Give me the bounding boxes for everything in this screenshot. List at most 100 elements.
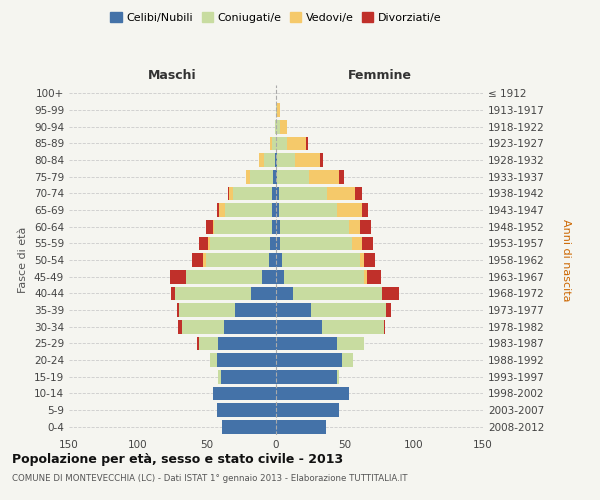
Bar [284, 270, 364, 283]
Text: Popolazione per età, sesso e stato civile - 2013: Popolazione per età, sesso e stato civil… [12, 452, 343, 466]
Bar [276, 253, 281, 267]
Bar [272, 186, 276, 200]
Bar [212, 220, 214, 234]
Bar [352, 236, 362, 250]
Bar [276, 170, 277, 183]
Bar [362, 203, 368, 217]
Bar [262, 270, 276, 283]
Bar [217, 353, 276, 367]
Legend: Celibi/Nubili, Coniugati/e, Vedovi/e, Divorziati/e: Celibi/Nubili, Coniugati/e, Vedovi/e, Di… [106, 8, 446, 28]
Bar [179, 303, 235, 317]
Bar [197, 336, 199, 350]
Bar [269, 253, 276, 267]
Bar [277, 170, 309, 183]
Bar [199, 336, 218, 350]
Bar [276, 286, 293, 300]
Bar [176, 303, 179, 317]
Bar [218, 370, 221, 384]
Bar [362, 236, 373, 250]
Bar [337, 203, 362, 217]
Bar [311, 303, 386, 317]
Bar [233, 186, 272, 200]
Bar [364, 270, 367, 283]
Bar [210, 353, 217, 367]
Text: Maschi: Maschi [148, 68, 197, 82]
Bar [251, 286, 276, 300]
Bar [222, 420, 276, 434]
Bar [367, 270, 381, 283]
Bar [175, 286, 251, 300]
Bar [245, 170, 250, 183]
Bar [276, 320, 322, 334]
Text: Femmine: Femmine [347, 68, 412, 82]
Bar [217, 203, 220, 217]
Bar [272, 203, 276, 217]
Bar [220, 203, 225, 217]
Bar [360, 253, 364, 267]
Bar [276, 236, 280, 250]
Bar [276, 153, 277, 167]
Bar [271, 236, 276, 250]
Bar [287, 136, 307, 150]
Bar [276, 186, 279, 200]
Bar [263, 153, 275, 167]
Bar [218, 336, 276, 350]
Bar [281, 253, 360, 267]
Bar [295, 153, 320, 167]
Bar [199, 236, 208, 250]
Bar [349, 220, 360, 234]
Bar [386, 303, 391, 317]
Bar [224, 320, 276, 334]
Bar [228, 186, 229, 200]
Bar [203, 253, 206, 267]
Bar [225, 203, 272, 217]
Bar [279, 186, 327, 200]
Bar [192, 253, 203, 267]
Bar [276, 136, 287, 150]
Bar [273, 170, 276, 183]
Bar [277, 153, 295, 167]
Bar [208, 236, 210, 250]
Bar [360, 220, 371, 234]
Bar [250, 170, 273, 183]
Bar [235, 303, 276, 317]
Bar [259, 153, 263, 167]
Bar [178, 320, 182, 334]
Y-axis label: Anni di nascita: Anni di nascita [561, 218, 571, 301]
Bar [280, 220, 349, 234]
Bar [272, 136, 276, 150]
Text: COMUNE DI MONTEVECCHIA (LC) - Dati ISTAT 1° gennaio 2013 - Elaborazione TUTTITAL: COMUNE DI MONTEVECCHIA (LC) - Dati ISTAT… [12, 474, 407, 483]
Bar [170, 270, 187, 283]
Bar [217, 403, 276, 417]
Bar [276, 353, 342, 367]
Bar [276, 420, 326, 434]
Bar [337, 370, 340, 384]
Bar [275, 153, 276, 167]
Bar [279, 203, 337, 217]
Bar [276, 103, 277, 117]
Bar [342, 353, 353, 367]
Bar [383, 320, 385, 334]
Bar [276, 336, 337, 350]
Bar [229, 186, 233, 200]
Bar [337, 336, 364, 350]
Bar [340, 170, 344, 183]
Bar [212, 386, 276, 400]
Bar [275, 120, 276, 134]
Bar [276, 386, 349, 400]
Bar [276, 370, 337, 384]
Bar [364, 253, 376, 267]
Bar [187, 270, 262, 283]
Y-axis label: Fasce di età: Fasce di età [19, 227, 28, 293]
Bar [355, 186, 362, 200]
Bar [276, 203, 279, 217]
Bar [206, 253, 269, 267]
Bar [322, 320, 383, 334]
Bar [276, 220, 280, 234]
Bar [276, 403, 340, 417]
Bar [309, 170, 340, 183]
Bar [171, 286, 175, 300]
Bar [382, 286, 399, 300]
Bar [272, 220, 276, 234]
Bar [214, 220, 272, 234]
